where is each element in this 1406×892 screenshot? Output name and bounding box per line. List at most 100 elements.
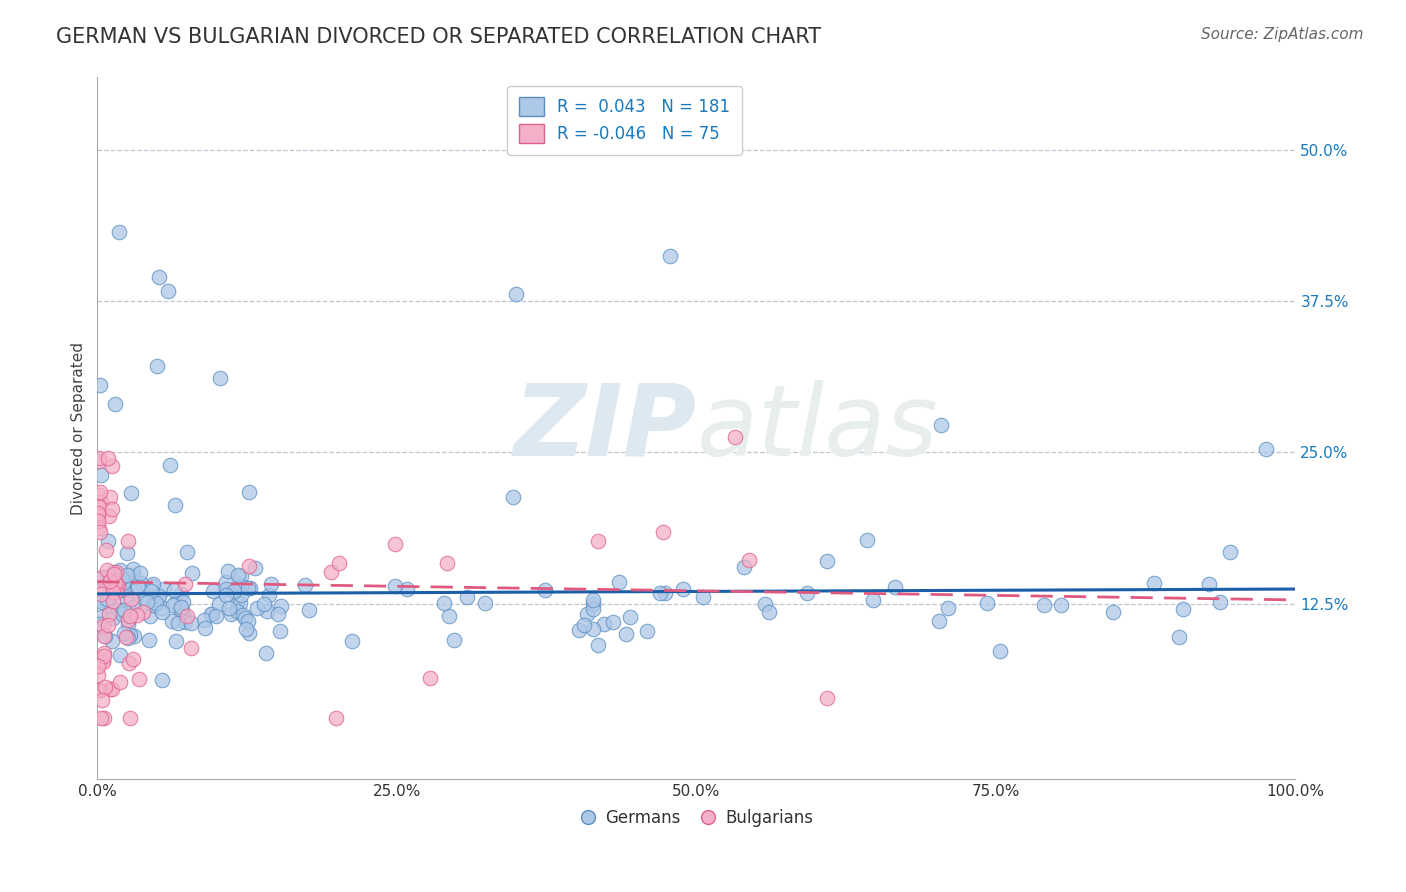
Point bbox=[148, 591, 170, 606]
Point bbox=[91, 619, 114, 633]
Point bbox=[142, 599, 165, 613]
Point bbox=[142, 577, 165, 591]
Point bbox=[176, 608, 198, 623]
Point bbox=[97, 593, 120, 607]
Point bbox=[90, 711, 112, 725]
Point bbox=[122, 600, 145, 615]
Point bbox=[98, 569, 121, 583]
Point bbox=[738, 553, 761, 567]
Point bbox=[232, 607, 254, 622]
Point bbox=[87, 508, 110, 523]
Point bbox=[436, 556, 458, 570]
Point bbox=[90, 580, 112, 594]
Point bbox=[128, 672, 150, 686]
Point bbox=[118, 711, 141, 725]
Point bbox=[124, 584, 146, 599]
Point bbox=[201, 607, 224, 622]
Point bbox=[754, 598, 776, 612]
Point bbox=[654, 586, 676, 600]
Point bbox=[160, 615, 183, 629]
Point bbox=[104, 576, 127, 591]
Point bbox=[105, 565, 128, 579]
Point bbox=[91, 595, 114, 609]
Point bbox=[568, 623, 591, 637]
Point bbox=[94, 681, 117, 695]
Point bbox=[231, 579, 253, 593]
Point bbox=[165, 634, 187, 648]
Point bbox=[582, 622, 605, 636]
Point bbox=[87, 488, 110, 502]
Point bbox=[384, 579, 406, 593]
Point bbox=[180, 640, 202, 655]
Point bbox=[928, 614, 950, 628]
Point bbox=[988, 644, 1011, 658]
Text: atlas: atlas bbox=[696, 380, 938, 476]
Point bbox=[270, 599, 292, 614]
Point bbox=[90, 610, 112, 624]
Point bbox=[1143, 575, 1166, 590]
Point bbox=[229, 568, 252, 582]
Point bbox=[636, 624, 658, 638]
Point bbox=[233, 611, 256, 625]
Point bbox=[218, 600, 240, 615]
Point bbox=[124, 629, 146, 643]
Point bbox=[101, 681, 124, 696]
Point bbox=[136, 594, 159, 608]
Point bbox=[122, 568, 145, 582]
Point bbox=[238, 581, 260, 595]
Point bbox=[120, 592, 142, 607]
Point bbox=[93, 711, 115, 725]
Point bbox=[91, 653, 114, 667]
Point bbox=[437, 608, 460, 623]
Point bbox=[120, 485, 142, 500]
Point bbox=[193, 613, 215, 627]
Point bbox=[145, 596, 167, 610]
Point bbox=[243, 561, 266, 575]
Point bbox=[734, 560, 756, 574]
Point bbox=[96, 576, 118, 591]
Point bbox=[89, 525, 111, 540]
Point bbox=[238, 558, 260, 573]
Point bbox=[153, 582, 176, 596]
Point bbox=[112, 575, 135, 590]
Point bbox=[180, 616, 202, 631]
Point bbox=[87, 521, 110, 535]
Point bbox=[135, 591, 157, 605]
Point bbox=[115, 546, 138, 560]
Point bbox=[325, 711, 347, 725]
Point bbox=[226, 604, 249, 618]
Point bbox=[96, 591, 118, 606]
Point bbox=[156, 284, 179, 298]
Point bbox=[100, 501, 122, 516]
Point bbox=[215, 582, 238, 596]
Point bbox=[456, 590, 478, 604]
Point bbox=[582, 601, 605, 615]
Point bbox=[209, 370, 232, 384]
Point bbox=[87, 514, 110, 528]
Point bbox=[1049, 598, 1071, 612]
Point bbox=[90, 692, 112, 706]
Point bbox=[796, 585, 818, 599]
Point bbox=[226, 567, 249, 582]
Point bbox=[229, 588, 252, 602]
Point bbox=[173, 615, 195, 629]
Point bbox=[1167, 630, 1189, 644]
Point bbox=[97, 509, 120, 524]
Point bbox=[176, 545, 198, 559]
Point bbox=[672, 582, 695, 596]
Point bbox=[98, 490, 121, 504]
Point bbox=[1198, 577, 1220, 591]
Point bbox=[131, 575, 153, 590]
Point bbox=[90, 586, 112, 600]
Point bbox=[294, 578, 316, 592]
Point bbox=[593, 617, 616, 632]
Point bbox=[169, 587, 191, 601]
Point bbox=[117, 617, 139, 632]
Point bbox=[89, 485, 111, 500]
Point bbox=[93, 594, 115, 608]
Y-axis label: Divorced or Separated: Divorced or Separated bbox=[72, 342, 86, 515]
Text: Source: ZipAtlas.com: Source: ZipAtlas.com bbox=[1201, 27, 1364, 42]
Point bbox=[98, 682, 121, 697]
Point bbox=[93, 629, 115, 643]
Point bbox=[170, 600, 193, 615]
